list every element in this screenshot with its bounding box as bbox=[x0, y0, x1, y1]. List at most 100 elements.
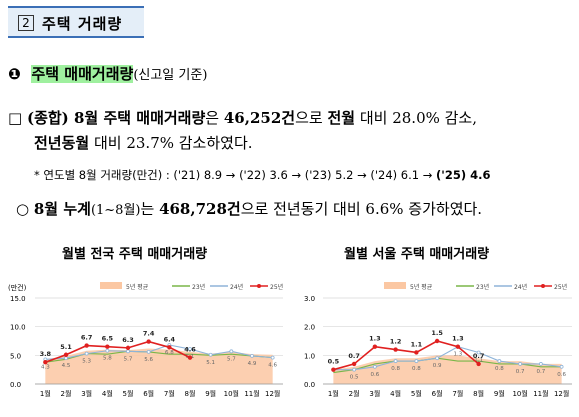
data-label: 1.1 bbox=[474, 357, 483, 363]
summary-text: 8월 주택 bbox=[68, 109, 137, 127]
data-label: 4.3 bbox=[41, 364, 50, 370]
point-24 bbox=[64, 356, 68, 361]
series-line bbox=[333, 340, 480, 371]
legend-label: 24년 bbox=[514, 283, 527, 291]
x-tick-label: 4월 bbox=[390, 389, 401, 398]
yearly-note: * 연도별 8월 거래량(만건) : ('21) 8.9 → ('22) 3.6… bbox=[34, 167, 490, 183]
point-25 bbox=[393, 347, 398, 352]
chart-seoul: 3.0 2.0 1.0 0.0 5년 평균 23년 24년 25년 0.5 0.6 0.8 0.8 0.… bbox=[304, 282, 572, 398]
data-label: 6.8 bbox=[165, 350, 174, 356]
cumulative-line: ○ 8월 누계(1~8월)는 468,728건으로 전년동기 대비 6.6% 증… bbox=[16, 198, 482, 219]
section-title: 주택 거래량 bbox=[42, 15, 123, 33]
summary-text: 전월 bbox=[327, 109, 356, 127]
x-tick-label: 6월 bbox=[143, 389, 154, 398]
point-24 bbox=[250, 354, 254, 358]
data-label: 4.6 bbox=[184, 346, 196, 354]
point-25 bbox=[43, 360, 48, 365]
cumulative-text: 468,728건 bbox=[159, 200, 241, 218]
point-24 bbox=[352, 367, 357, 372]
data-label: 1.3 bbox=[454, 352, 463, 358]
point-25 bbox=[331, 367, 336, 372]
point-25 bbox=[455, 344, 461, 349]
data-label: 7.4 bbox=[143, 330, 155, 338]
data-label: 6.5 bbox=[102, 335, 114, 343]
heading-bullet: ❶ bbox=[8, 65, 21, 83]
point-25 bbox=[187, 355, 193, 360]
data-label: 4.5 bbox=[62, 363, 71, 369]
data-label: 0.6 bbox=[557, 372, 566, 378]
data-label: 4.9 bbox=[248, 361, 257, 367]
y-tick-label: 0.0 bbox=[10, 381, 21, 389]
point-25 bbox=[146, 339, 151, 344]
data-label: 4.6 bbox=[268, 363, 277, 369]
cumulative-text: (1~8월) bbox=[90, 203, 141, 218]
point-25 bbox=[476, 361, 481, 367]
data-label: 6.7 bbox=[81, 334, 93, 342]
x-tick-label: 3월 bbox=[369, 389, 380, 398]
point-24 bbox=[497, 359, 502, 363]
summary-text: 은 bbox=[205, 109, 224, 127]
y-tick-label: 3.0 bbox=[304, 295, 315, 303]
point-24 bbox=[393, 359, 398, 363]
point-24 bbox=[538, 362, 543, 366]
data-label: 6.4 bbox=[164, 335, 176, 343]
point-24 bbox=[270, 355, 275, 360]
summary-text: 전년동월 bbox=[34, 134, 90, 152]
data-label: 0.6 bbox=[371, 372, 380, 378]
cumulative-text: 8월 누계 bbox=[33, 200, 91, 218]
x-tick-label: 9월 bbox=[494, 389, 505, 398]
y-tick-label: 15.0 bbox=[10, 295, 26, 303]
section-number: 2 bbox=[18, 15, 34, 31]
x-tick-label: 5월 bbox=[123, 389, 134, 398]
x-tick-label: 10월 bbox=[224, 389, 239, 398]
x-tick-label: 9월 bbox=[205, 389, 216, 398]
x-tick-label: 4월 bbox=[102, 389, 113, 398]
point-25 bbox=[434, 338, 440, 344]
cumulative-text: 으로 전년동기 대비 6.6% 증가하였다. bbox=[240, 200, 483, 218]
legend-label: 25년 bbox=[270, 283, 283, 291]
legend-label: 5년 평균 bbox=[410, 283, 433, 291]
data-label: 0.8 bbox=[412, 366, 421, 372]
point-24 bbox=[208, 352, 213, 357]
data-label: 0.5 bbox=[328, 358, 340, 366]
legend-label: 23년 bbox=[192, 283, 205, 291]
data-label: 5.7 bbox=[124, 356, 133, 362]
data-label: 1.2 bbox=[390, 338, 402, 346]
legend-label: 23년 bbox=[476, 283, 489, 291]
summary-line-2: 전년동월 대비 23.7% 감소하였다. bbox=[34, 132, 253, 153]
data-label: 0.7 bbox=[537, 369, 546, 375]
legend-marker bbox=[541, 284, 545, 288]
heading-title: 주택 매매거래량 bbox=[31, 65, 134, 83]
series-line bbox=[333, 346, 562, 371]
summary-text: (종합) bbox=[26, 109, 69, 127]
x-tick-label: 7월 bbox=[164, 389, 175, 398]
series-line bbox=[45, 344, 273, 360]
chart-title-seoul: 월별 서울 주택 매매거래량 bbox=[344, 247, 490, 262]
point-24 bbox=[146, 349, 151, 354]
data-label: 5.3 bbox=[82, 359, 91, 365]
series-area-5yr bbox=[45, 348, 273, 384]
x-tick-label: 1월 bbox=[40, 389, 51, 398]
legend-swatch bbox=[384, 282, 406, 289]
cumulative-marker: ○ bbox=[16, 200, 30, 218]
y-tick-label: 1.0 bbox=[304, 352, 315, 360]
data-label: 0.8 bbox=[495, 366, 504, 372]
summary-text: 46,252건 bbox=[223, 109, 296, 127]
summary-line-1: □ (종합) 8월 주택 매매거래량은 46,252건으로 전월 대비 28.0… bbox=[8, 107, 477, 128]
y-unit-label: (만건) bbox=[8, 283, 27, 292]
data-label: 0.9 bbox=[433, 363, 442, 369]
legend-swatch bbox=[100, 282, 122, 289]
point-25 bbox=[84, 343, 89, 348]
series-line bbox=[45, 340, 191, 363]
data-label: 5.1 bbox=[206, 360, 215, 366]
point-25 bbox=[351, 361, 357, 367]
data-label: 0.5 bbox=[350, 375, 359, 381]
point-24 bbox=[126, 349, 130, 354]
data-label: 0.7 bbox=[348, 352, 360, 360]
heading-line: ❶ 주택 매매거래량(신고일 기준) bbox=[8, 63, 207, 84]
point-25 bbox=[414, 350, 419, 355]
point-24 bbox=[105, 348, 110, 353]
data-label: 5.1 bbox=[60, 343, 72, 351]
summary-text: 으로 bbox=[295, 109, 328, 127]
point-25 bbox=[63, 352, 69, 357]
